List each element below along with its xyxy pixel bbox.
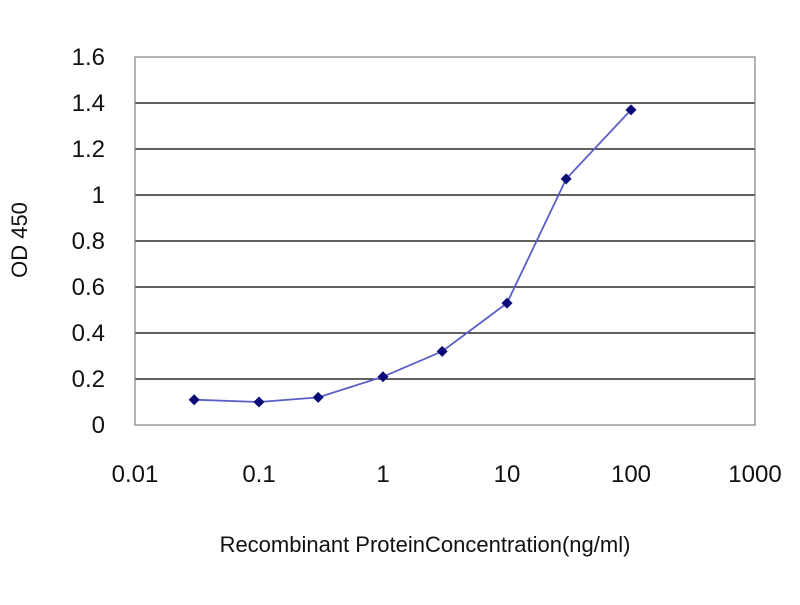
data-point-marker bbox=[377, 371, 389, 383]
y-tick-label: 0.2 bbox=[72, 366, 105, 393]
series-line bbox=[194, 109, 632, 403]
x-axis-tick-labels: 0.01 0.1 1 10 100 1000 bbox=[112, 461, 782, 488]
x-axis-title: Recombinant ProteinConcentration(ng/ml) bbox=[220, 532, 631, 557]
x-tick-label: 10 bbox=[494, 461, 521, 488]
y-tick-label: 1 bbox=[92, 182, 105, 209]
x-tick-label: 100 bbox=[611, 461, 651, 488]
y-tick-label: 0 bbox=[92, 412, 105, 439]
y-tick-label: 1.6 bbox=[72, 44, 105, 71]
gridlines bbox=[135, 102, 755, 380]
data-point-marker bbox=[253, 396, 265, 408]
data-point-marker bbox=[501, 297, 513, 309]
y-tick-label: 0.8 bbox=[72, 228, 105, 255]
y-tick-label: 0.6 bbox=[72, 274, 105, 301]
y-axis-tick-labels: 0 0.2 0.4 0.6 0.8 1 1.2 1.4 1.6 bbox=[72, 44, 105, 439]
y-tick-label: 1.2 bbox=[72, 136, 105, 163]
y-tick-label: 1.4 bbox=[72, 90, 105, 117]
y-tick-label: 0.4 bbox=[72, 320, 105, 347]
x-tick-label: 0.1 bbox=[242, 461, 275, 488]
y-axis-title: OD 450 bbox=[7, 202, 32, 278]
data-point-marker bbox=[436, 345, 448, 357]
data-series bbox=[188, 104, 637, 408]
data-point-marker bbox=[560, 173, 572, 185]
plot-area-frame bbox=[134, 56, 756, 426]
data-point-marker bbox=[312, 391, 324, 403]
x-tick-label: 1 bbox=[376, 461, 389, 488]
x-tick-label: 0.01 bbox=[112, 461, 159, 488]
x-tick-label: 1000 bbox=[728, 461, 781, 488]
data-point-marker bbox=[188, 394, 200, 406]
data-point-marker bbox=[625, 104, 637, 116]
